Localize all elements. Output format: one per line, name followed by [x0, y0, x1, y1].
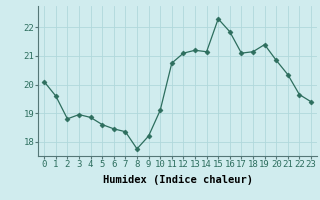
X-axis label: Humidex (Indice chaleur): Humidex (Indice chaleur): [103, 175, 252, 185]
